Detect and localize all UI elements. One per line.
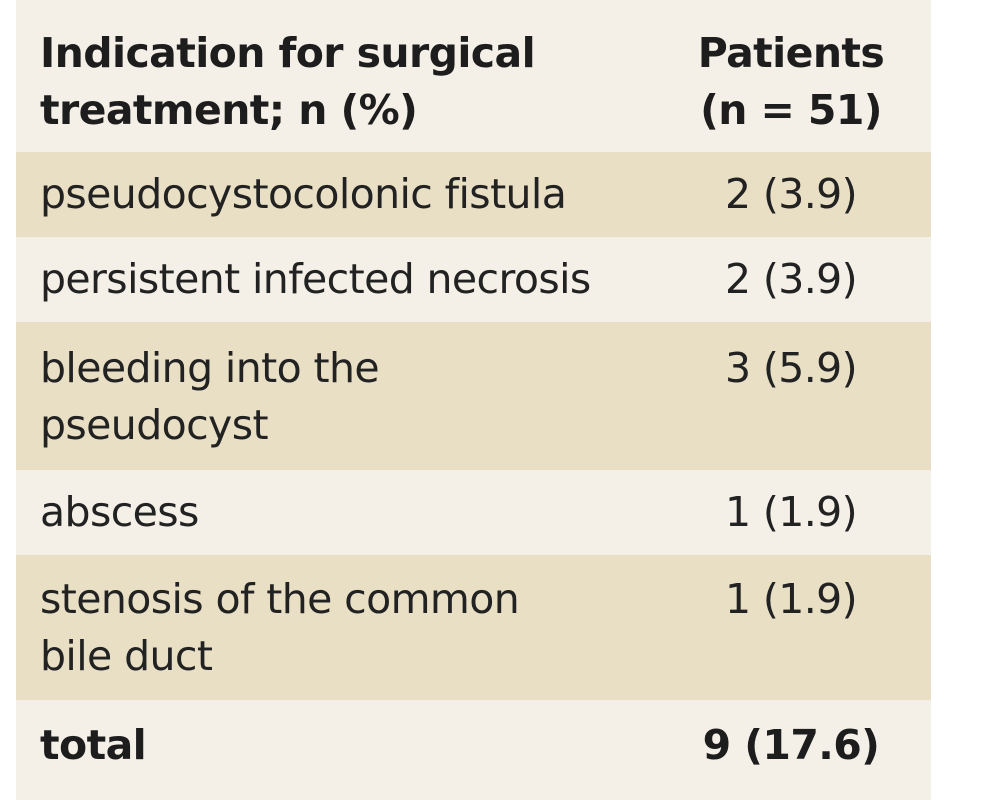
data-table: Indication for surgical treatment; n (%)… bbox=[16, 0, 931, 800]
table-header-row: Indication for surgical treatment; n (%)… bbox=[16, 0, 931, 152]
header-patients: Patients (n = 51) bbox=[697, 29, 885, 134]
row-value: 1 (1.9) bbox=[724, 488, 858, 536]
row-label: pseudocystocolonic fistula bbox=[40, 170, 567, 218]
table-row: bleeding into the pseudocyst 3 (5.9) bbox=[16, 322, 931, 470]
total-value: 9 (17.6) bbox=[702, 721, 880, 769]
table-row: persistent infected necrosis 2 (3.9) bbox=[16, 237, 931, 322]
header-indication: Indication for surgical treatment; n (%) bbox=[40, 29, 536, 134]
table-total-row: total 9 (17.6) bbox=[16, 700, 931, 800]
row-label: stenosis of the common bile duct bbox=[40, 575, 520, 680]
row-label: abscess bbox=[40, 488, 199, 536]
row-value: 2 (3.9) bbox=[724, 170, 858, 218]
table-row: abscess 1 (1.9) bbox=[16, 470, 931, 555]
row-value: 2 (3.9) bbox=[724, 255, 858, 303]
row-label: persistent infected necrosis bbox=[40, 255, 591, 303]
table-row: pseudocystocolonic fistula 2 (3.9) bbox=[16, 152, 931, 237]
table-row: stenosis of the common bile duct 1 (1.9) bbox=[16, 555, 931, 700]
total-label: total bbox=[40, 721, 147, 769]
row-value: 1 (1.9) bbox=[724, 575, 858, 623]
row-label: bleeding into the pseudocyst bbox=[40, 344, 380, 449]
row-value: 3 (5.9) bbox=[724, 344, 858, 392]
